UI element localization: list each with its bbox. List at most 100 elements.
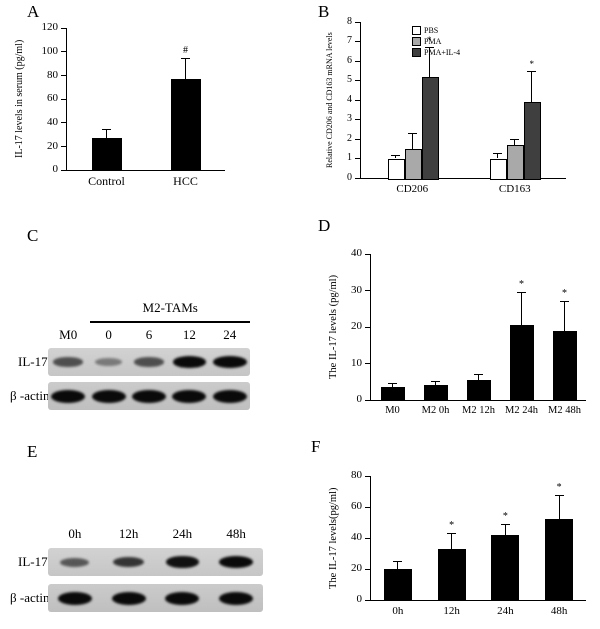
error-bar-cap bbox=[102, 128, 111, 130]
lane-label: 48h bbox=[226, 526, 246, 541]
y-tick-label: 60 bbox=[47, 92, 58, 105]
bar-24h bbox=[491, 534, 520, 600]
protein-band bbox=[132, 389, 166, 403]
y-tick-mark bbox=[365, 399, 370, 401]
y-tick-label: 8 bbox=[347, 15, 352, 27]
y-tick-label: 100 bbox=[41, 44, 59, 57]
protein-band bbox=[95, 358, 123, 366]
bar-CD206-PMA bbox=[404, 148, 422, 180]
chart-il17-m2-timecourse: The IL-17 levels (pg/ml) 0 10 20 30 40 M0 M2 0h… bbox=[322, 232, 594, 432]
error-bar bbox=[500, 524, 510, 535]
error-bar-cap bbox=[500, 524, 510, 526]
blot-row-label: β -actin bbox=[10, 388, 50, 403]
x-tick-label: M2 12h bbox=[462, 405, 495, 416]
error-bar-line bbox=[478, 374, 479, 380]
y-tick-mark bbox=[355, 21, 360, 23]
error-bar bbox=[560, 301, 569, 331]
panel-label-d: D bbox=[318, 216, 331, 235]
protein-band bbox=[172, 356, 207, 368]
protein-band bbox=[91, 389, 126, 403]
panel-label-b: B bbox=[318, 2, 330, 21]
y-tick-label: 0 bbox=[52, 163, 59, 176]
blot-row-label: β -actin bbox=[10, 590, 50, 605]
x-tick-label: HCC bbox=[173, 174, 198, 188]
y-tick-mark bbox=[365, 475, 370, 477]
error-bar-cap bbox=[431, 381, 440, 383]
error-bar-line bbox=[564, 301, 565, 331]
significance-marker: * bbox=[502, 511, 508, 523]
error-bar bbox=[474, 374, 483, 380]
protein-band bbox=[111, 591, 146, 605]
blot-strip bbox=[48, 548, 263, 576]
y-tick-mark bbox=[355, 177, 360, 179]
y-tick-mark bbox=[365, 568, 370, 570]
y-tick-label: 0 bbox=[347, 171, 352, 183]
error-bar bbox=[447, 533, 457, 549]
protein-band bbox=[219, 556, 253, 568]
protein-band bbox=[134, 357, 164, 367]
panel-label-a: A bbox=[27, 2, 40, 21]
chart-il17-timepoints: The IL-17 levels(pg/ml) 0 20 40 60 80 0h * 12h * 2… bbox=[322, 452, 594, 629]
blot-group-label: M2-TAMs bbox=[142, 300, 198, 315]
y-tick-label: 60 bbox=[351, 500, 362, 513]
y-tick-mark bbox=[365, 506, 370, 508]
error-bar-line bbox=[397, 561, 399, 569]
error-bar-line bbox=[521, 292, 522, 326]
x-tick-label: Control bbox=[88, 174, 125, 188]
panel-label-e: E bbox=[27, 442, 38, 461]
error-bar-cap bbox=[474, 374, 483, 376]
bar-M2-12h bbox=[466, 379, 491, 400]
chart-cd206-cd163-mrna: Relative CD206 and CD163 mRNA levels 0 1 2 3… bbox=[322, 8, 594, 223]
protein-band bbox=[57, 591, 92, 605]
lane-label: 24h bbox=[172, 526, 193, 541]
error-bar-line bbox=[411, 133, 413, 149]
protein-band bbox=[212, 389, 247, 403]
y-tick-mark bbox=[61, 169, 66, 171]
error-bar-cap bbox=[424, 47, 434, 49]
error-bar-line bbox=[497, 152, 499, 159]
error-bar bbox=[527, 70, 537, 102]
legend-item: PMA+IL-4 bbox=[412, 48, 460, 57]
legend-item: PBS bbox=[412, 26, 460, 35]
error-bar-cap bbox=[181, 57, 190, 59]
error-bar-cap bbox=[407, 133, 417, 135]
y-tick-mark bbox=[365, 290, 370, 291]
y-tick-mark bbox=[365, 326, 370, 328]
error-bar-cap bbox=[388, 382, 397, 384]
protein-band bbox=[165, 556, 199, 568]
legend: PBS PMA PMA+IL-4 bbox=[412, 26, 460, 57]
y-tick-label: 7 bbox=[347, 35, 352, 47]
lane-label: 0 bbox=[105, 327, 112, 342]
blot-strip bbox=[48, 584, 263, 612]
lane-label: 0h bbox=[68, 526, 82, 541]
panel-label-f: F bbox=[311, 437, 321, 456]
x-tick-label: CD206 bbox=[396, 183, 429, 195]
blot-strip bbox=[48, 348, 250, 376]
error-bar-cap bbox=[390, 154, 400, 156]
y-tick-mark bbox=[355, 99, 360, 101]
error-bar bbox=[424, 47, 434, 77]
y-tick-label: 4 bbox=[347, 93, 352, 105]
y-axis-title: IL-17 levels in serum (pg/ml) bbox=[14, 39, 25, 159]
error-bar-cap bbox=[517, 292, 526, 294]
y-tick-label: 2 bbox=[347, 132, 352, 144]
x-tick-label: CD163 bbox=[498, 183, 531, 195]
blot-row-label: IL-17 bbox=[18, 554, 48, 569]
error-bar-line bbox=[451, 533, 453, 549]
y-tick-mark bbox=[365, 599, 370, 601]
y-tick-label: 40 bbox=[351, 531, 362, 544]
significance-marker: * bbox=[519, 279, 524, 291]
y-tick-mark bbox=[61, 145, 66, 147]
y-tick-label: 3 bbox=[347, 113, 352, 125]
error-bar-cap bbox=[510, 139, 520, 140]
y-tick-label: 1 bbox=[347, 152, 352, 164]
chart-serum-il17: IL-17 levels in serum (pg/ml) 0 20 40 60 80 10… bbox=[8, 10, 290, 220]
y-tick-label: 5 bbox=[347, 74, 352, 86]
legend-swatch bbox=[412, 26, 421, 35]
protein-band bbox=[60, 557, 90, 567]
protein-band bbox=[213, 356, 247, 368]
x-tick-label: 12h bbox=[443, 605, 460, 617]
y-tick-label: 30 bbox=[351, 283, 362, 296]
bar-48h bbox=[545, 519, 574, 600]
error-bar bbox=[390, 154, 400, 159]
